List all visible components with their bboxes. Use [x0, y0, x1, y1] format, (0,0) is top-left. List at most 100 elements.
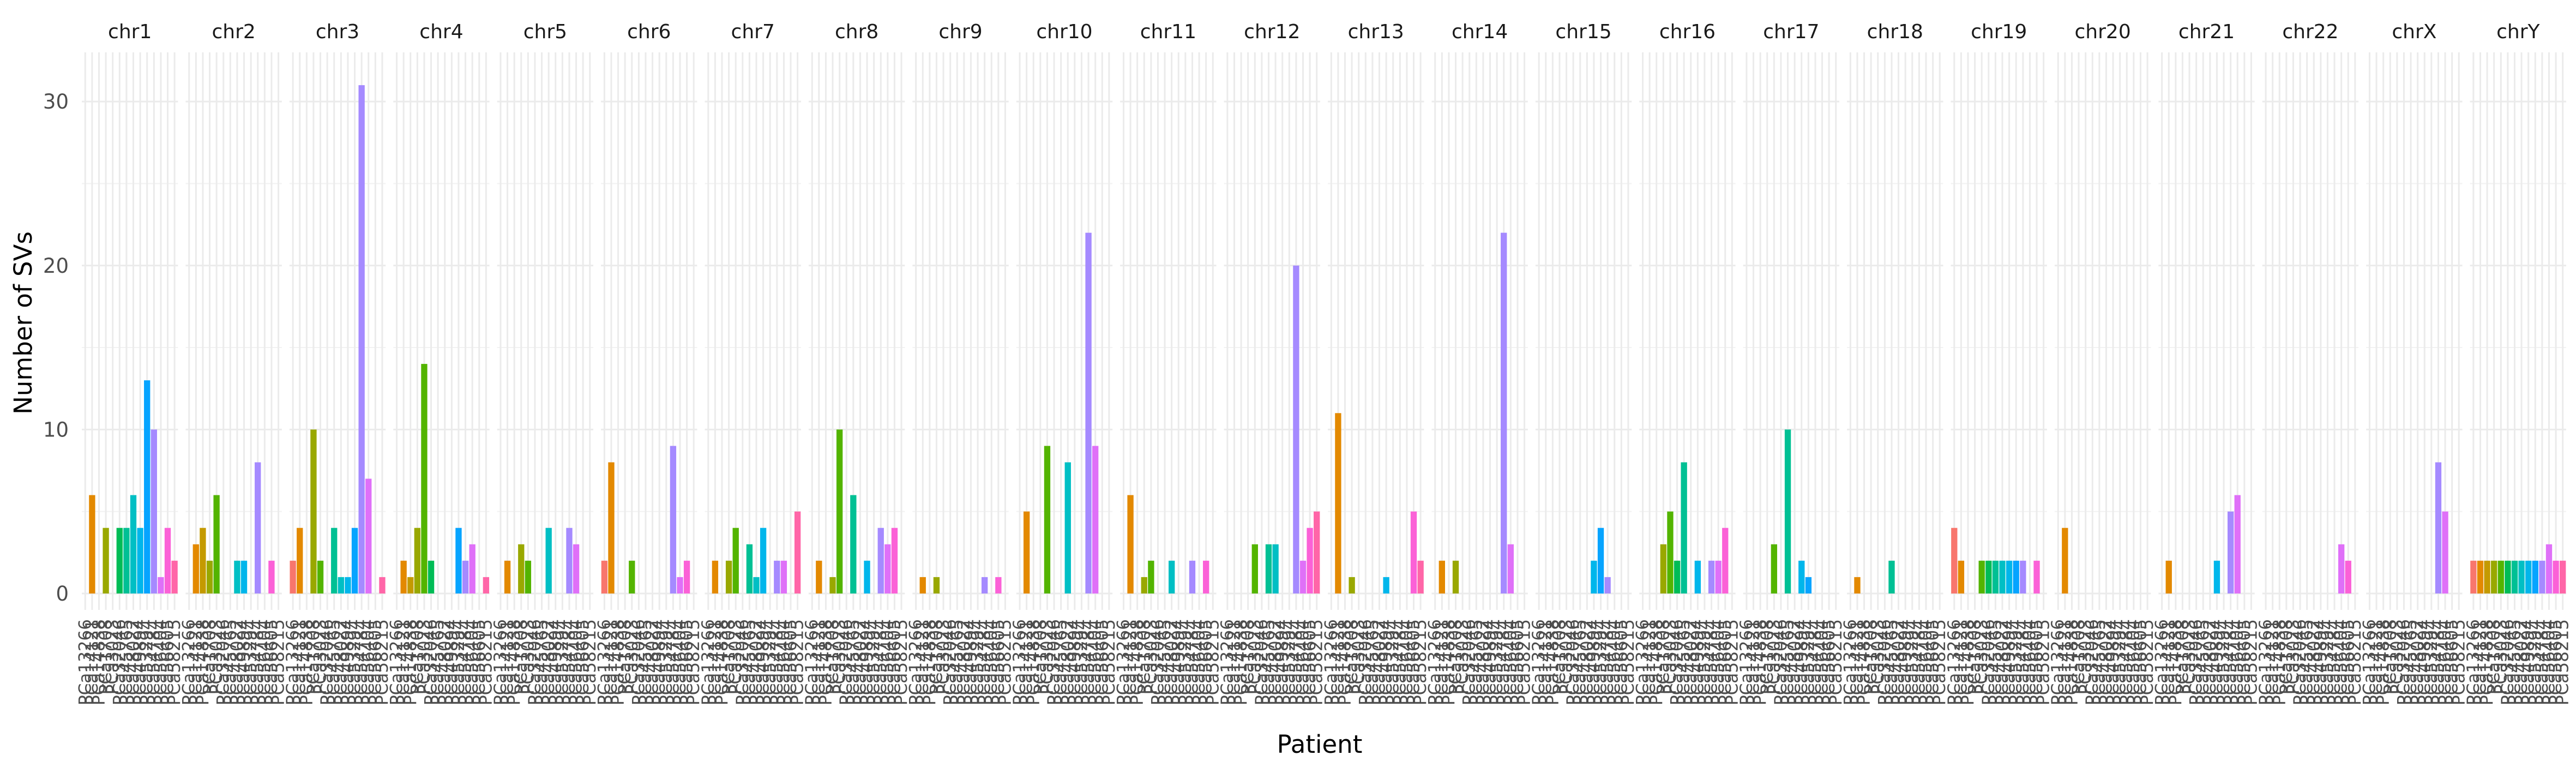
x-tick-label: PCa45765 [739, 619, 759, 705]
panels-layer: chr1PCa13266PCa14121PCa14838PCa1708PCa30… [75, 21, 2572, 705]
x-tick-label: PCa56404 [462, 619, 482, 705]
x-tick-label: PCa54784 [352, 619, 371, 705]
x-tick-label: PCa45765 [1363, 619, 1382, 705]
bar-chr13-PCa58215 [1417, 560, 1424, 594]
facet-panel-chr11: chr11 PCa13266PCa14121PCa14838PCa1708PCa3… [1114, 21, 1223, 705]
x-tick-label: PCa45765 [1674, 619, 1694, 705]
bar-chr4-PCa14121 [400, 560, 407, 594]
bar-chr3-PCa49894 [345, 577, 351, 594]
x-tick-label: PCa13266 [2360, 619, 2379, 705]
bar-chr16-PCa54784 [1708, 560, 1715, 594]
bar-chr8-PCa54784 [877, 528, 884, 594]
x-tick-label: PCa53294 [864, 619, 884, 705]
bar-chr21-PCa14121 [2165, 560, 2172, 594]
x-tick-label: PCa53294 [2525, 619, 2545, 705]
bar-chr16-PCa45765 [1681, 462, 1687, 594]
x-tick-label: PCa58215 [2449, 619, 2469, 705]
x-tick-label: PCa54784 [1286, 619, 1306, 705]
x-tick-label: PCa49894 [1169, 619, 1188, 705]
bar-chr8-PCa56605 [891, 528, 898, 594]
bar-chrY-PCa56404 [2545, 544, 2553, 594]
facet-panel-chr10: chr10 PCa13266PCa14121PCa14838PCa1708PCa3… [1010, 21, 1119, 705]
x-tick-label: PCa45765 [428, 619, 448, 705]
bar-chr21-PCa56404 [2234, 495, 2241, 594]
x-tick-label: PCa56605 [2338, 619, 2358, 705]
facet-label-chr2: chr2 [212, 21, 255, 43]
facet-panel-chr21: chr21 PCa13266PCa14121PCa14838PCa1708PCa3… [2152, 21, 2261, 705]
x-tick-label: PCa56605 [1300, 619, 1320, 705]
bar-chr15-PCa53294 [1597, 528, 1604, 594]
bar-chr2-PCa49894 [240, 560, 248, 594]
x-tick-label: PCa1708 [1031, 619, 1050, 694]
x-tick-label: PCa14838 [1335, 619, 1355, 705]
facet-label-chr15: chr15 [1555, 21, 1611, 43]
x-tick-label: PCa54784 [767, 619, 787, 705]
facet-panel-chr12: chr12 PCa13266PCa14121PCa14838PCa1708PCa3… [1218, 21, 1327, 705]
x-tick-label: PCa54784 [1079, 619, 1098, 705]
bar-chr7-PCa1708 [725, 560, 732, 594]
x-tick-label: PCa53294 [345, 619, 365, 705]
x-tick-label: PCa14121 [2470, 619, 2490, 705]
x-tick-label: PCa45765 [2401, 619, 2421, 705]
x-tick-label: PCa56605 [1196, 619, 1216, 705]
facet-panel-chr15: chr15 PCa13266PCa14121PCa14838PCa1708PCa3… [1529, 21, 1638, 705]
x-tick-label: PCa3023 [1245, 619, 1265, 694]
x-tick-label: PCa48022 [747, 619, 766, 705]
x-tick-label: PCa48022 [1785, 619, 1804, 705]
x-tick-label: PCa53294 [2422, 619, 2441, 705]
x-tick-label: PCa3023 [1141, 619, 1161, 694]
x-tick-label: PCa54784 [663, 619, 683, 705]
bar-chr5-PCa56404 [573, 544, 580, 594]
x-tick-label: PCa14121 [1536, 619, 1556, 705]
x-tick-label: PCa53294 [1903, 619, 1922, 705]
facet-panel-chr18: chr18 PCa13266PCa14121PCa14838PCa1708PCa3… [1840, 21, 1949, 705]
x-tick-label: PCa48022 [1681, 619, 1701, 705]
facet-label-chr5: chr5 [523, 21, 567, 43]
bar-chr14-PCa56404 [1507, 544, 1514, 594]
x-tick-label: PCa1708 [1965, 619, 1985, 694]
bar-chr3-PCa58215 [379, 577, 386, 594]
bar-chr16-PCa56404 [1715, 560, 1722, 594]
bar-chr2-PCa56605 [268, 560, 275, 594]
facet-panel-chr6: chr6 PCa13266PCa14121PCa14838PCa1708PCa30… [594, 21, 703, 705]
x-tick-label: PCa3023 [622, 619, 642, 694]
x-tick-label: PCa3023 [518, 619, 538, 694]
x-tick-label: PCa48022 [643, 619, 663, 705]
x-tick-label: PCa58215 [1099, 619, 1119, 705]
facet-panel-chr1: chr1 PCa13266PCa14121PCa14838PCa1708PCa30… [75, 21, 184, 705]
x-tick-label: PCa32046 [1875, 619, 1894, 705]
x-tick-label: PCa48022 [2512, 619, 2531, 705]
x-tick-label: PCa56404 [1397, 619, 1417, 705]
x-tick-label: PCa54784 [2428, 619, 2448, 705]
x-tick-label: PCa14121 [1121, 619, 1140, 705]
bar-chr3-PCa53294 [351, 528, 358, 594]
x-tick-label: PCa56404 [1708, 619, 1728, 705]
x-tick-label: PCa32046 [422, 619, 441, 705]
x-tick-label: PCa13266 [1425, 619, 1445, 705]
x-tick-label: PCa3023 [726, 619, 745, 694]
bar-chrY-PCa58215 [2560, 560, 2566, 594]
x-tick-label: PCa56605 [1092, 619, 1112, 705]
x-tick-label: PCa14838 [1647, 619, 1666, 705]
bar-chrY-PCa13266 [2470, 560, 2477, 594]
x-tick-label: PCa32046 [1668, 619, 1687, 705]
x-tick-label: PCa49894 [1688, 619, 1707, 705]
x-tick-label: PCa32046 [317, 619, 337, 705]
x-tick-label: PCa58215 [1722, 619, 1742, 705]
x-tick-label: PCa32046 [2498, 619, 2518, 705]
x-tick-label: PCa14838 [2166, 619, 2186, 705]
x-tick-label: PCa32046 [629, 619, 648, 705]
x-tick-label: PCa58215 [1307, 619, 1327, 705]
x-tick-label: PCa1708 [511, 619, 531, 694]
x-tick-label: PCa32046 [1148, 619, 1167, 705]
x-tick-label: PCa32046 [733, 619, 753, 705]
bar-chr3-PCa14121 [297, 528, 303, 594]
x-tick-label: PCa54784 [1805, 619, 1825, 705]
x-tick-label: PCa49894 [1273, 619, 1292, 705]
x-tick-label: PCa3023 [1453, 619, 1472, 694]
bar-chrX-PCa54784 [2435, 462, 2442, 594]
bar-chr7-PCa3023 [732, 528, 739, 594]
x-tick-label: PCa56605 [2235, 619, 2254, 705]
